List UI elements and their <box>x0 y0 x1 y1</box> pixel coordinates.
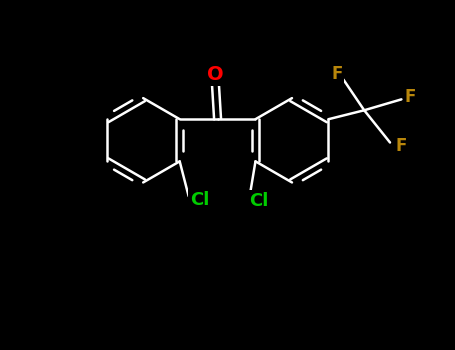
Text: F: F <box>395 138 407 155</box>
Text: O: O <box>207 65 223 84</box>
Text: F: F <box>332 64 343 83</box>
Text: Cl: Cl <box>249 191 268 210</box>
Text: Cl: Cl <box>190 190 209 209</box>
Text: F: F <box>404 88 416 106</box>
